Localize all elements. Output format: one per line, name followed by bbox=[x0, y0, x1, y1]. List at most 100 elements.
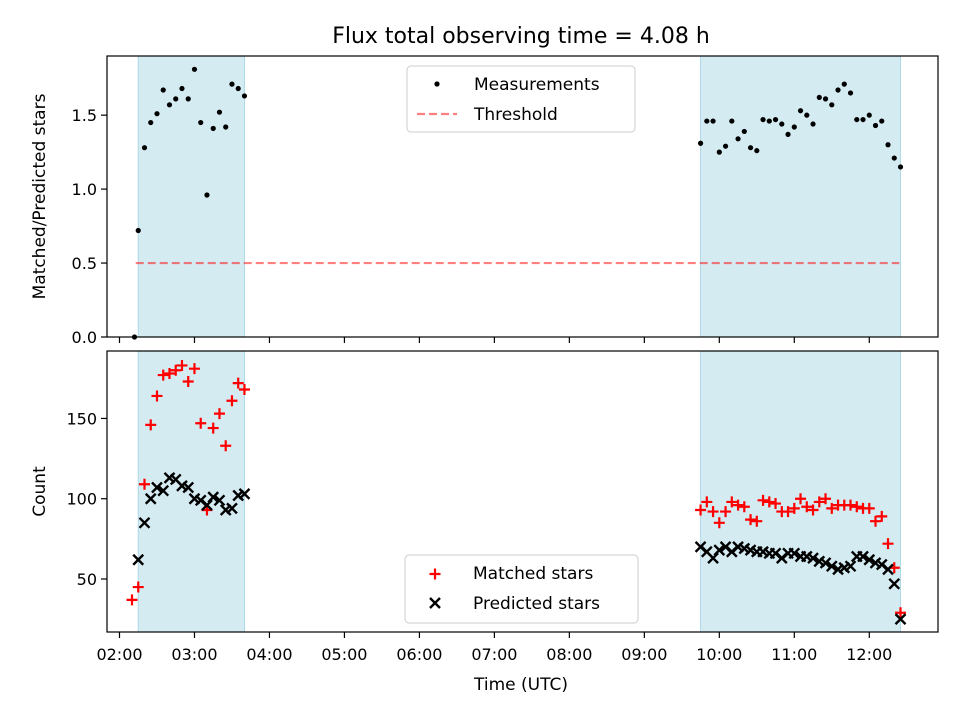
measurements-point bbox=[891, 155, 897, 161]
matched-stars-point bbox=[163, 367, 175, 379]
predicted-stars-point bbox=[144, 492, 157, 505]
measurements-point bbox=[854, 116, 860, 123]
predicted-stars-point bbox=[844, 560, 857, 573]
legend-box bbox=[406, 65, 636, 133]
predicted-stars-point bbox=[213, 494, 226, 507]
measurements-point bbox=[154, 111, 160, 117]
matched-stars-point bbox=[713, 517, 725, 529]
matched-stars-point bbox=[820, 493, 832, 505]
matched-stars-point bbox=[188, 363, 200, 375]
measurements-point bbox=[697, 140, 704, 146]
matched-stars-point bbox=[801, 501, 813, 513]
legend-measurements-label: Measurements bbox=[474, 75, 600, 95]
matched-stars-point bbox=[232, 377, 244, 389]
axes-frame bbox=[106, 350, 939, 633]
predicted-stars-point bbox=[788, 547, 801, 560]
matched-stars-point bbox=[745, 514, 757, 526]
predicted-stars-point bbox=[707, 552, 719, 564]
axes-frame bbox=[106, 55, 939, 338]
measurements-point bbox=[885, 142, 891, 148]
matched-stars-point bbox=[132, 581, 144, 593]
legend: Matched stars Predicted stars bbox=[404, 554, 639, 624]
measurements-point bbox=[241, 93, 248, 99]
measurements-point bbox=[760, 116, 766, 123]
measurements-point bbox=[716, 149, 722, 155]
x-tick-label: 03:00 bbox=[171, 645, 217, 664]
matched-stars-point bbox=[726, 496, 738, 508]
measurements-point bbox=[729, 118, 735, 124]
predicted-stars-point bbox=[226, 502, 238, 515]
matched-stars-point bbox=[126, 594, 138, 606]
predicted-stars-point bbox=[882, 563, 894, 576]
matched-stars-point bbox=[757, 494, 769, 506]
measurements-point bbox=[704, 118, 710, 124]
measurements-point bbox=[816, 94, 822, 101]
predicted-stars-point bbox=[138, 516, 151, 529]
predicted-stars-point bbox=[132, 553, 145, 566]
predicted-stars-point bbox=[807, 552, 819, 564]
matched-stars-point bbox=[207, 422, 219, 434]
measurements-point bbox=[741, 128, 747, 135]
predicted-stars-point bbox=[894, 613, 907, 626]
legend-predicted-marker bbox=[429, 597, 441, 609]
measurements-point bbox=[810, 121, 816, 127]
measurements-point bbox=[160, 87, 166, 93]
x-tick-label: 10:00 bbox=[696, 645, 742, 664]
top-panel: 0.0 0.5 1.0 1.5 Matched/Predicted stars Measu… bbox=[30, 55, 939, 347]
measurements-point bbox=[872, 122, 879, 129]
matched-stars-point bbox=[170, 364, 182, 376]
predicted-stars-point bbox=[201, 499, 213, 511]
x-tick-label: 12:00 bbox=[846, 645, 892, 664]
measurements-point bbox=[772, 116, 779, 123]
measurements-point bbox=[879, 118, 885, 124]
matched-stars-point bbox=[826, 502, 838, 514]
matched-stars-point bbox=[720, 506, 732, 518]
x-tick-label: 04:00 bbox=[246, 645, 292, 664]
measurements-point bbox=[841, 81, 847, 87]
matched-stars-point bbox=[807, 504, 819, 516]
matched-stars-point bbox=[876, 510, 888, 522]
measurements-point bbox=[779, 121, 785, 127]
matched-stars-point bbox=[238, 384, 250, 396]
matched-stars-point bbox=[870, 515, 882, 527]
matched-stars-point bbox=[220, 440, 232, 452]
measurements-point bbox=[835, 87, 841, 93]
measurements-point bbox=[191, 66, 198, 72]
x-tick-label: 11:00 bbox=[771, 645, 817, 664]
measurements-point bbox=[204, 192, 210, 198]
matched-stars-point bbox=[895, 607, 907, 619]
matched-stars-point bbox=[138, 478, 150, 490]
legend-matched-marker bbox=[429, 568, 441, 580]
y-tick-label: 100 bbox=[66, 490, 97, 509]
matched-stars-point bbox=[788, 502, 800, 514]
matched-stars-point bbox=[195, 417, 207, 429]
matched-stars-point bbox=[701, 496, 713, 508]
measurements-point bbox=[179, 85, 185, 92]
y-tick-label: 1.5 bbox=[72, 106, 97, 125]
y-tick-label: 0.0 bbox=[72, 328, 97, 347]
measurements-point bbox=[166, 102, 173, 108]
measurements-point bbox=[766, 118, 772, 124]
measurements-point bbox=[185, 96, 191, 102]
measurements-point bbox=[198, 119, 204, 126]
measurements-point bbox=[235, 85, 241, 92]
matched-stars-point bbox=[145, 419, 157, 431]
predicted-stars-point bbox=[819, 557, 832, 569]
measurements-point bbox=[735, 136, 741, 142]
y-tick-label: 50 bbox=[77, 570, 97, 589]
matched-stars-point bbox=[176, 359, 188, 371]
legend-predicted-label: Predicted stars bbox=[473, 594, 600, 614]
y-tick-label: 150 bbox=[66, 409, 97, 428]
matched-stars-point bbox=[782, 506, 794, 518]
shaded-interval bbox=[137, 55, 245, 338]
predicted-stars-point bbox=[182, 481, 195, 494]
measurements-point bbox=[229, 81, 235, 87]
matched-stars-point bbox=[845, 499, 857, 511]
measurements-point bbox=[797, 108, 804, 114]
measurements-point bbox=[829, 102, 835, 108]
figure-title: Flux total observing time = 4.08 h bbox=[332, 24, 710, 49]
legend: Measurements Threshold bbox=[406, 65, 636, 133]
measurements-point bbox=[804, 112, 810, 118]
x-tick-label: 02:00 bbox=[96, 645, 142, 664]
